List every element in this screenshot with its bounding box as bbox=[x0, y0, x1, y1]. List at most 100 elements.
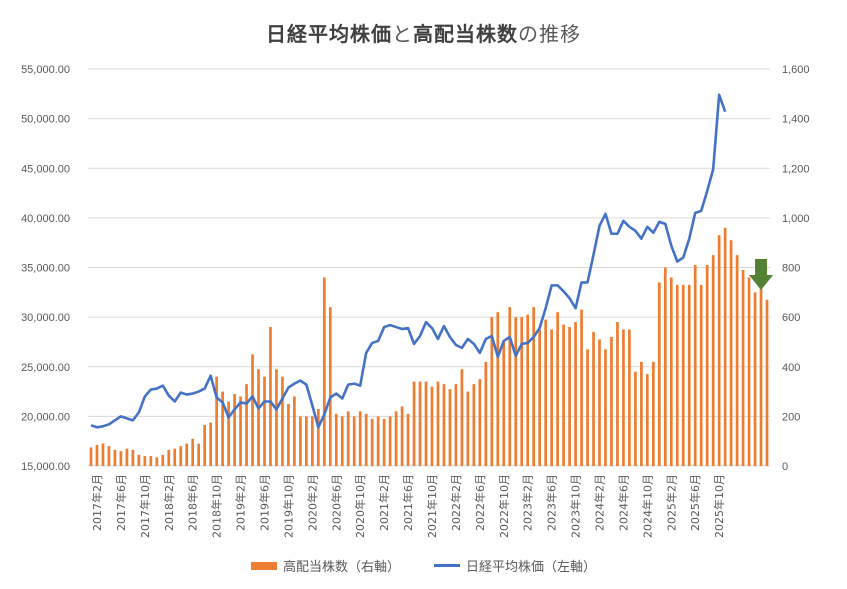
bar bbox=[640, 361, 643, 466]
bar bbox=[466, 391, 470, 466]
bar bbox=[358, 411, 362, 466]
legend-item-line: 日経平均株価（左軸） bbox=[434, 556, 596, 575]
x-tick-label: 2024年6月 bbox=[616, 474, 630, 531]
bar bbox=[436, 381, 440, 466]
bar bbox=[430, 386, 434, 466]
bar bbox=[651, 361, 655, 466]
bar bbox=[382, 418, 386, 466]
bar bbox=[400, 406, 404, 466]
bar bbox=[89, 447, 93, 466]
down-arrow bbox=[749, 259, 774, 290]
bar bbox=[197, 443, 201, 466]
bar bbox=[310, 416, 314, 466]
right-tick-label: 1,600 bbox=[782, 64, 810, 76]
bar bbox=[173, 448, 177, 466]
bar bbox=[418, 381, 422, 466]
bar bbox=[107, 446, 111, 466]
bar bbox=[460, 369, 464, 466]
bar bbox=[496, 312, 500, 466]
bar bbox=[735, 255, 739, 466]
bar bbox=[340, 416, 344, 466]
bar bbox=[663, 267, 667, 466]
x-tick-label: 2018年10月 bbox=[210, 474, 224, 538]
bar bbox=[251, 354, 254, 466]
bar bbox=[646, 374, 649, 466]
bar bbox=[622, 329, 625, 466]
bar bbox=[669, 277, 673, 466]
bar bbox=[484, 361, 488, 466]
bar bbox=[610, 336, 613, 466]
left-tick-label: 55,000.00 bbox=[21, 64, 70, 76]
bar bbox=[502, 341, 506, 466]
x-tick-label: 2017年10月 bbox=[138, 474, 152, 538]
bar bbox=[765, 299, 769, 466]
x-tick-label: 2017年2月 bbox=[90, 474, 104, 531]
x-tick-label: 2021年2月 bbox=[377, 474, 391, 531]
x-tick-label: 2025年2月 bbox=[664, 474, 678, 531]
right-tick-label: 800 bbox=[782, 263, 800, 275]
bar bbox=[556, 312, 559, 466]
chart-title: 日経平均株価と高配当株数の推移 bbox=[266, 22, 581, 46]
bar-series-high-dividend-count bbox=[89, 227, 769, 466]
right-axis: 0 200 400 600 800 1,000 1,200 1,400 1,600 bbox=[782, 64, 810, 473]
x-tick-label: 2025年6月 bbox=[688, 474, 702, 531]
bar bbox=[514, 317, 518, 466]
bar bbox=[149, 456, 153, 466]
bar bbox=[442, 384, 446, 466]
right-tick-label: 600 bbox=[782, 312, 800, 324]
bar bbox=[263, 376, 266, 466]
bar bbox=[472, 384, 476, 466]
bar bbox=[628, 329, 631, 466]
bar bbox=[681, 284, 685, 466]
legend-swatch-bar bbox=[250, 561, 277, 570]
bar bbox=[508, 307, 512, 466]
bar bbox=[544, 319, 548, 466]
bar bbox=[245, 384, 248, 466]
x-tick-label: 2018年6月 bbox=[186, 474, 200, 531]
bar bbox=[657, 282, 661, 466]
bar bbox=[179, 446, 183, 466]
bar bbox=[185, 443, 189, 466]
bar bbox=[478, 379, 482, 466]
bar bbox=[424, 381, 428, 466]
left-tick-label: 30,000.00 bbox=[21, 312, 70, 324]
x-tick-label: 2019年2月 bbox=[234, 474, 248, 531]
left-tick-label: 15,000.00 bbox=[21, 461, 70, 473]
bar bbox=[227, 401, 230, 466]
bar bbox=[203, 425, 207, 466]
x-tick-label: 2020年6月 bbox=[329, 474, 343, 531]
bar bbox=[759, 282, 763, 466]
bar bbox=[723, 227, 727, 466]
left-tick-label: 35,000.00 bbox=[21, 263, 70, 275]
x-tick-label: 2018年2月 bbox=[162, 474, 176, 531]
bar bbox=[137, 454, 141, 466]
legend-item-bar: 高配当株数（右軸） bbox=[250, 556, 400, 575]
bar bbox=[532, 307, 536, 466]
bar bbox=[113, 449, 117, 466]
bar bbox=[299, 416, 302, 466]
bar bbox=[753, 292, 757, 466]
bar bbox=[233, 394, 236, 466]
bar bbox=[328, 307, 332, 466]
left-tick-label: 40,000.00 bbox=[21, 213, 70, 225]
right-tick-label: 1,400 bbox=[782, 114, 810, 126]
bar bbox=[717, 235, 721, 466]
right-tick-label: 200 bbox=[782, 411, 800, 423]
bar bbox=[693, 265, 697, 466]
bar bbox=[675, 284, 679, 466]
bar bbox=[562, 324, 565, 466]
bar bbox=[370, 418, 374, 466]
x-tick-label: 2023年10月 bbox=[569, 474, 583, 538]
bar bbox=[699, 284, 703, 466]
x-tick-label: 2025年10月 bbox=[712, 474, 726, 538]
bar bbox=[167, 449, 171, 466]
bar bbox=[586, 349, 589, 466]
x-tick-label: 2022年10月 bbox=[497, 474, 511, 538]
bar bbox=[352, 416, 356, 466]
nikkei-line bbox=[90, 93, 727, 429]
bar bbox=[741, 269, 745, 466]
legend-swatch-line bbox=[434, 564, 460, 567]
gridlines bbox=[88, 68, 770, 467]
bar bbox=[209, 422, 212, 466]
